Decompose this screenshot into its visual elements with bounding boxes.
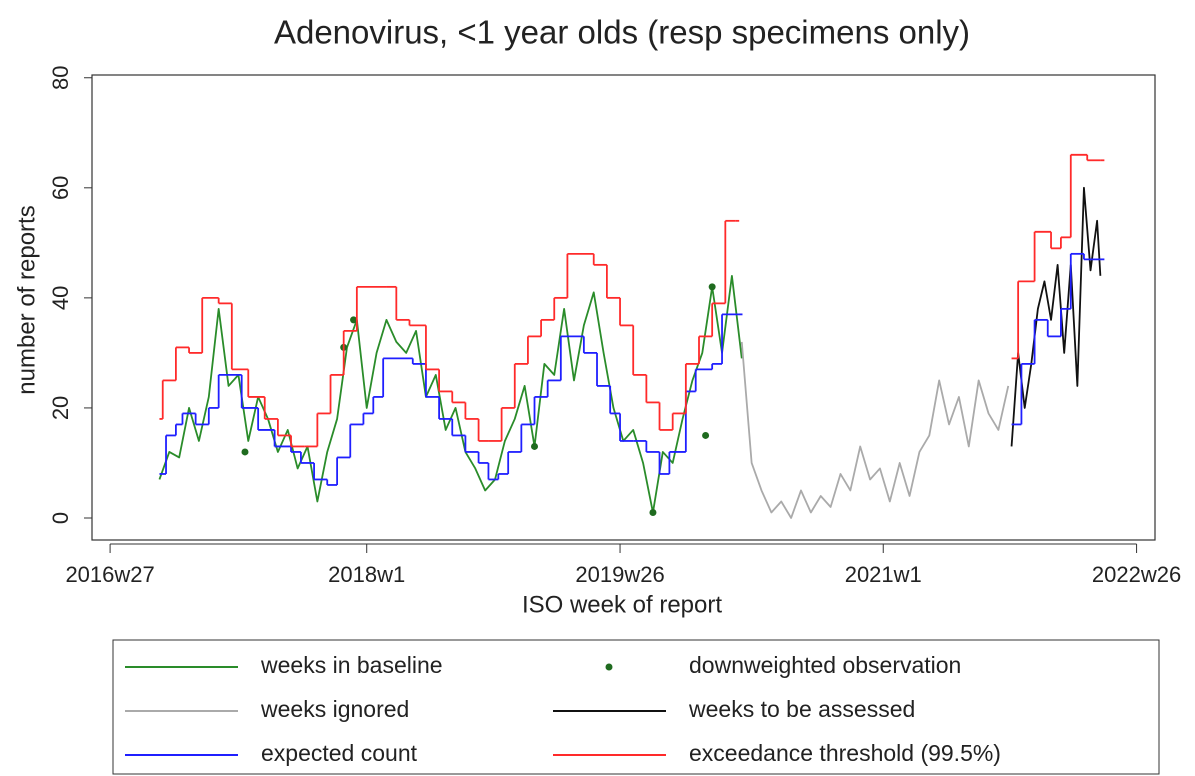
x-axis-label: ISO week of report: [522, 591, 722, 618]
legend-label: downweighted observation: [689, 652, 961, 678]
x-tick-label: 2021w1: [845, 562, 922, 587]
downweighted-point: [702, 431, 710, 439]
plot-frame: [91, 74, 1156, 541]
downweighted-point: [531, 442, 539, 450]
x-tick-label: 2018w1: [328, 562, 405, 587]
downweighted-point: [241, 448, 249, 456]
series-line: [1010, 186, 1102, 447]
series-line: [158, 274, 743, 514]
legend-label: exceedance threshold (99.5%): [689, 740, 1001, 766]
y-tick-label: 80: [48, 66, 73, 90]
legend-label: expected count: [261, 740, 418, 766]
y-tick-label: 20: [48, 396, 73, 420]
legend-label: weeks in baseline: [260, 652, 443, 678]
downweighted-point: [649, 508, 657, 516]
legend-box: [112, 639, 1160, 775]
downweighted-point: [350, 316, 358, 324]
x-tick-label: 2016w27: [65, 562, 154, 587]
downweighted-point: [708, 283, 716, 291]
y-axis-label: number of reports: [13, 205, 40, 394]
x-tick-label: 2022w26: [1092, 562, 1181, 587]
x-tick-label: 2019w26: [575, 562, 664, 587]
legend-marker: [605, 663, 613, 671]
legend-label: weeks ignored: [260, 696, 409, 722]
series-line: [740, 341, 1010, 519]
y-tick-label: 60: [48, 176, 73, 200]
chart-title: Adenovirus, <1 year olds (resp specimens…: [274, 14, 970, 51]
y-tick-label: 0: [48, 512, 73, 524]
y-tick-label: 40: [48, 286, 73, 310]
legend-label: weeks to be assessed: [688, 696, 915, 722]
